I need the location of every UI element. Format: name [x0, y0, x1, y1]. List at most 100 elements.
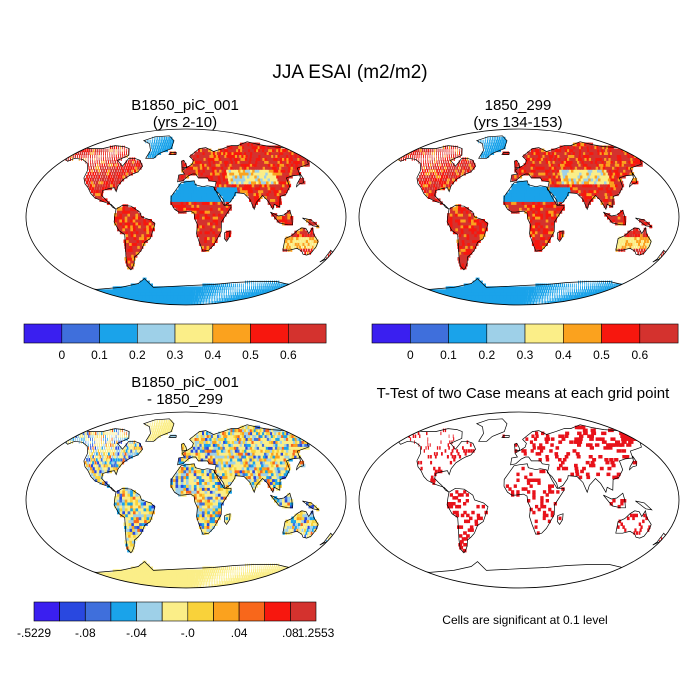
coastline-eurasia: [510, 424, 648, 494]
coastline-greenland: [475, 418, 508, 442]
coastline-greenland: [142, 135, 175, 159]
coastline-iceland: [501, 152, 510, 155]
coastline-new-guinea: [302, 500, 320, 511]
colorbar-panel-1-swatch-4: [174, 323, 214, 344]
colorbar-panel-1-label-0: 0: [58, 348, 65, 362]
coastline-south-america: [113, 204, 156, 271]
coastline-uk: [514, 442, 521, 452]
coastline-africa: [503, 180, 565, 252]
colorbar-panel-3-swatch-10: [290, 601, 317, 622]
colorbar-panel-3-swatch-6: [187, 601, 214, 622]
coastline-new-zealand: [652, 532, 668, 546]
colorbar-panel-1-swatch-6: [250, 323, 289, 344]
colorbar-panel-3-swatch-8: [238, 601, 266, 622]
colorbar-panel-1-swatch-0: [23, 323, 63, 344]
coastline-south-america: [446, 487, 489, 554]
map-coastlines-4: [397, 418, 668, 588]
colorbar-panel-3-label-3: -.0: [181, 626, 195, 640]
colorbar-panel-1-swatch-3: [137, 323, 176, 344]
colorbar-panel-3-label-5: .08: [282, 626, 299, 640]
coastline-madagascar: [223, 230, 231, 243]
colorbar-panel-3-swatch-3: [110, 601, 137, 622]
colorbar-panel-2-label-2: 0.2: [478, 348, 495, 362]
coastline-madagascar: [223, 513, 231, 526]
coastline-iceland: [168, 435, 177, 438]
colorbar-panel-2-label-3: 0.3: [517, 348, 534, 362]
colorbar-panel-1: 0 0.1 0.2 0.3 0.4 0.5 0.6: [23, 323, 327, 362]
coastline-north-america: [64, 145, 144, 210]
coastline-greenland: [142, 418, 175, 442]
panel-2-title-line2: (yrs 134-153): [473, 114, 563, 131]
colorbar-panel-1-label-3: 0.3: [167, 348, 184, 362]
colorbar-panel-3-swatch-5: [161, 601, 189, 622]
ttest-note: Cells are significant at 0.1 level: [442, 613, 608, 627]
coastline-new-guinea: [635, 500, 653, 511]
colorbar-panel-3-swatch-1: [59, 601, 86, 622]
panel-4-title-line1: T-Test of two Case means at each grid po…: [376, 385, 670, 402]
map-cells-1: [65, 136, 334, 305]
colorbar-panel-2-label-6: 0.6: [631, 348, 648, 362]
colorbar-panel-3-label-0: -.5229: [17, 626, 51, 640]
colorbar-panel-2-label-0: 0: [407, 348, 414, 362]
coastline-new-zealand: [319, 532, 335, 546]
panel-3-title-line1: B1850_piC_001: [131, 374, 239, 391]
colorbar-panel-2: 0 0.1 0.2 0.3 0.4 0.5 0.6: [371, 323, 679, 362]
coastline-indonesia: [603, 492, 626, 509]
colorbar-panel-3-label-4: .04: [231, 626, 248, 640]
colorbar-panel-3-swatch-9: [264, 601, 291, 622]
colorbar-panel-2-label-4: 0.4: [555, 348, 572, 362]
colorbar-panel-1-label-4: 0.4: [204, 348, 221, 362]
colorbar-panel-1-label-5: 0.5: [242, 348, 259, 362]
coastline-new-zealand: [319, 249, 335, 263]
colorbar-panel-2-swatch-6: [601, 323, 641, 344]
coastline-iceland: [501, 435, 510, 438]
coastline-japan: [295, 172, 304, 188]
panel-1-title-line1: B1850_piC_001: [131, 97, 239, 114]
coastline-australia: [282, 509, 319, 539]
colorbar-panel-2-label-1: 0.1: [440, 348, 457, 362]
coastline-uk: [181, 159, 188, 169]
coastline-australia: [615, 226, 652, 256]
coastline-indonesia: [603, 209, 626, 226]
colorbar-panel-3-swatch-7: [213, 601, 240, 622]
coastline-japan: [295, 455, 304, 471]
colorbar-panel-1-swatch-7: [287, 323, 327, 344]
coastline-eurasia: [510, 141, 648, 211]
colorbar-panel-1-swatch-2: [99, 323, 138, 344]
map-cells-3: [65, 419, 334, 588]
coastline-new-zealand: [652, 249, 668, 263]
colorbar-panel-2-swatch-2: [448, 323, 488, 344]
colorbar-panel-1-swatch-1: [61, 323, 100, 344]
panel-3-title-line2: - 1850_299: [147, 391, 223, 408]
colorbar-panel-3: -.5229 -.08 -.04 -.0 .04 .081.2553: [17, 601, 335, 640]
coastline-greenland: [475, 135, 508, 159]
colorbar-panel-1-label-6: 0.6: [280, 348, 297, 362]
map-border-1: [25, 128, 347, 306]
map-cells-4: [408, 425, 667, 553]
coastline-south-america: [113, 487, 156, 554]
map-panel-4: [358, 411, 680, 589]
colorbar-panel-2-label-5: 0.5: [593, 348, 610, 362]
coastline-eurasia: [177, 141, 315, 211]
panel-2-title-line1: 1850_299: [484, 97, 552, 114]
colorbar-panel-3-swatch-2: [85, 601, 112, 622]
coastline-indonesia: [270, 209, 293, 226]
coastline-australia: [615, 509, 652, 539]
coastline-africa: [170, 180, 232, 252]
colorbar-panel-2-swatch-5: [562, 323, 602, 344]
coastline-indonesia: [270, 492, 293, 509]
panel-1-title: B1850_piC_001 (yrs 2-10): [20, 97, 350, 131]
colorbar-panel-2-swatch-3: [486, 323, 526, 344]
coastline-north-america: [397, 145, 477, 210]
coastline-madagascar: [556, 513, 564, 526]
map-panel-2: [358, 128, 680, 306]
coastline-africa: [170, 463, 232, 535]
map-cells-2: [398, 136, 667, 305]
coastline-uk: [181, 442, 188, 452]
colorbar-panel-1-label-1: 0.1: [91, 348, 108, 362]
coastline-madagascar: [556, 230, 564, 243]
coastline-north-america: [397, 428, 477, 493]
coastline-japan: [628, 455, 637, 471]
colorbar-panel-3-label-1: -.08: [75, 626, 96, 640]
